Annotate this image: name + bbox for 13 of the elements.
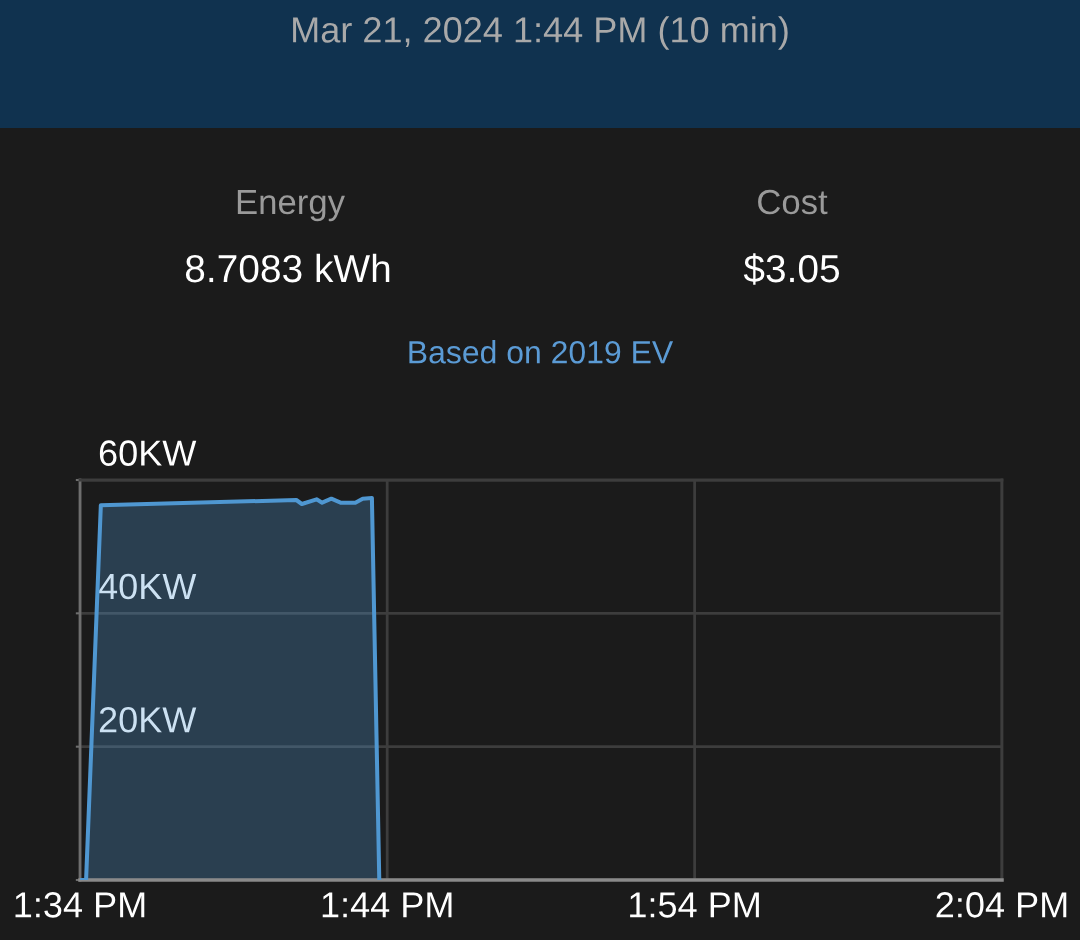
text: Based on 2019 EV [409, 340, 674, 364]
text: 8.7083 kWh [185, 253, 390, 283]
x-tick-label: 1:54 PM [630, 892, 759, 918]
x-tick-label: 1:34 PM [15, 892, 145, 918]
y-tick-label: 40KW [98, 573, 197, 600]
y-tick-label: 20KW [99, 707, 197, 733]
y-tick-label: 60KW [99, 440, 197, 466]
x-tick-label: 2:04 PM [936, 892, 1067, 918]
text: $3.05 [743, 253, 840, 285]
chart-title: Mar 21, 2024 1:44 PM (10 min) [293, 16, 788, 50]
x-tick-label: 1:44 PM [322, 892, 452, 918]
text: Energy [237, 190, 345, 222]
text: Cost [758, 189, 828, 215]
